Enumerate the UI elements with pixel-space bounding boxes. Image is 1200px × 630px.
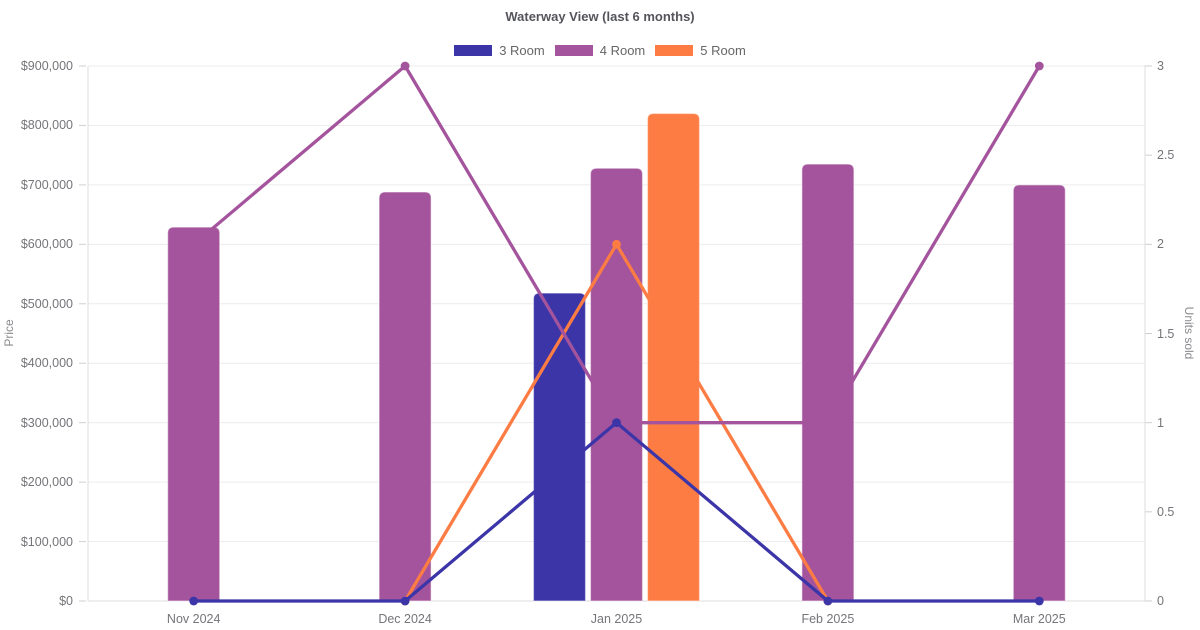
bar-4-room-jan-2025[interactable] — [589, 167, 644, 602]
legend-swatch-5-room — [655, 44, 694, 56]
point-3-room-feb-2025[interactable] — [823, 596, 833, 606]
left-axis-tick-label: $900,000 — [20, 59, 73, 73]
point-4-room-dec-2024[interactable] — [400, 61, 410, 71]
legend-swatch-4-room — [554, 44, 593, 56]
legend-label: 4 Room — [599, 42, 646, 58]
left-axis-tick-label: $700,000 — [20, 177, 73, 192]
left-axis-tick-label: $800,000 — [20, 118, 73, 133]
bar-4-room-feb-2025[interactable] — [801, 163, 855, 602]
legend-label: 3 Room — [499, 42, 545, 58]
legend-label: 5 Room — [700, 42, 746, 58]
left-axis-tick-label: $500,000 — [20, 296, 73, 311]
point-5-room-jan-2025[interactable] — [612, 239, 621, 249]
x-axis-label: Dec 2024 — [378, 612, 432, 626]
left-axis-tick-label: $0 — [59, 594, 73, 608]
right-axis-tick-label: 2.5 — [1157, 148, 1175, 163]
left-axis-tick-label: $300,000 — [20, 415, 73, 430]
point-3-room-nov-2024[interactable] — [189, 596, 199, 606]
left-axis-tick-label: $100,000 — [20, 534, 73, 549]
x-axis-label: Jan 2025 — [590, 612, 643, 626]
chart-title: Waterway View (last 6 months) — [505, 9, 695, 24]
left-axis-title: Price — [2, 319, 16, 347]
right-axis-tick-label: 0 — [1157, 594, 1164, 608]
left-axis-tick-label: $200,000 — [20, 475, 73, 490]
legend: 3 Room 4 Room 5 Room — [0, 42, 1200, 58]
right-axis-tick-label: 1 — [1157, 415, 1164, 430]
right-axis-title: Units sold — [1182, 306, 1196, 360]
x-axis-label: Feb 2025 — [801, 612, 855, 626]
bar-4-room-mar-2025[interactable] — [1012, 184, 1066, 602]
bar-4-room-nov-2024[interactable] — [167, 226, 221, 602]
point-3-room-dec-2024[interactable] — [400, 596, 410, 606]
legend-item-4-room[interactable]: 4 Room — [554, 42, 646, 58]
point-4-room-mar-2025[interactable] — [1034, 61, 1044, 71]
legend-item-3-room[interactable]: 3 Room — [454, 43, 545, 58]
point-3-room-mar-2025[interactable] — [1034, 596, 1044, 606]
bar-4-room-dec-2024[interactable] — [378, 191, 432, 602]
legend-item-5-room[interactable]: 5 Room — [655, 43, 746, 58]
bar-5-room-jan-2025[interactable] — [646, 112, 701, 602]
legend-swatch-3-room — [454, 44, 493, 56]
right-axis-tick-label: 2 — [1157, 237, 1164, 252]
left-axis-tick-label: $600,000 — [20, 237, 73, 252]
right-axis-tick-label: 1.5 — [1157, 326, 1175, 341]
left-axis-tick-label: $400,000 — [20, 356, 73, 371]
point-3-room-jan-2025[interactable] — [612, 418, 621, 428]
point-4-room-nov-2024[interactable] — [189, 239, 199, 249]
point-4-room-feb-2025[interactable] — [823, 418, 833, 428]
right-axis-tick-label: 0.5 — [1157, 504, 1175, 519]
right-axis-tick-label: 3 — [1157, 59, 1164, 73]
x-axis-label: Nov 2024 — [166, 612, 221, 626]
x-axis-label: Mar 2025 — [1012, 612, 1066, 626]
